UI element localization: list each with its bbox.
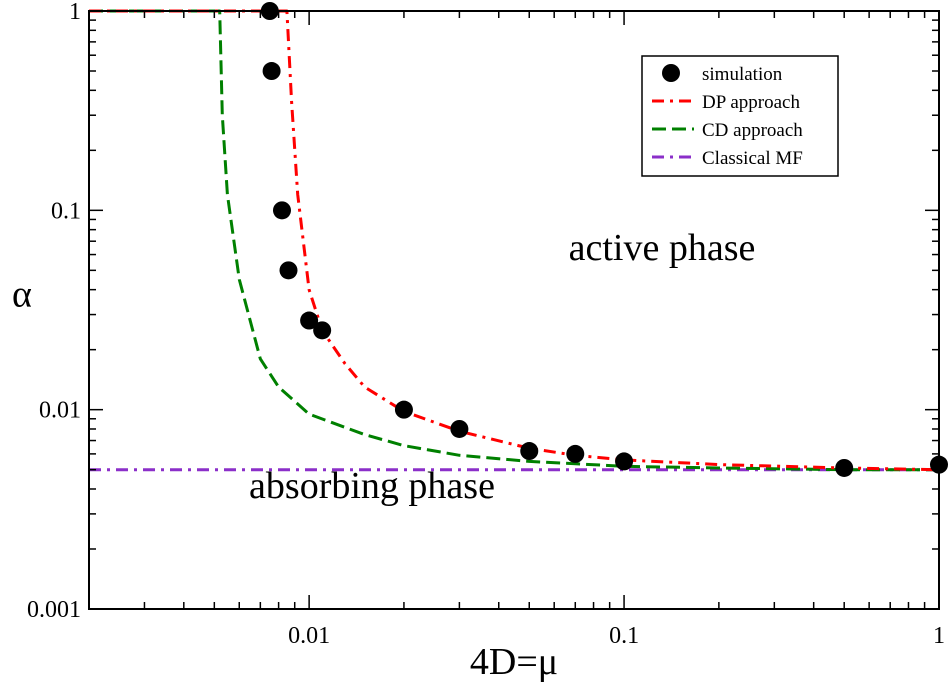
legend-dp-label: DP approach xyxy=(702,92,800,113)
simulation-point xyxy=(279,261,298,280)
legend: simulation DP approach CD approach Class… xyxy=(641,55,839,177)
plot-frame xyxy=(88,10,940,610)
x-tick-label: 1 xyxy=(933,623,945,649)
simulation-point xyxy=(313,321,332,340)
simulation-point xyxy=(615,452,634,471)
x-tick-label: 0.1 xyxy=(609,623,639,649)
x-axis-label: 4D=μ xyxy=(470,641,558,683)
labels-layer: 0.01 0.1 1 0.001 0.01 0.1 1 xyxy=(27,0,945,649)
simulation-point xyxy=(300,311,319,330)
legend-simulation-label: simulation xyxy=(702,64,783,85)
dp-approach-line xyxy=(89,9,940,472)
legend-simulation-marker xyxy=(662,64,680,82)
y-tick-label: 0.001 xyxy=(27,597,81,623)
absorbing-phase-label: absorbing phase xyxy=(249,465,495,507)
legend-mf-label: Classical MF xyxy=(702,148,803,169)
simulation-point xyxy=(566,444,585,463)
y-axis-label: α xyxy=(12,274,32,316)
y-tick-label: 1 xyxy=(69,0,81,25)
legend-cd-label: CD approach xyxy=(702,120,803,141)
simulation-point xyxy=(394,400,413,419)
simulation-point xyxy=(520,442,539,461)
cd-approach-line xyxy=(89,9,939,472)
ticks-layer xyxy=(88,11,939,610)
y-tick-label: 0.01 xyxy=(39,398,81,424)
active-phase-label: active phase xyxy=(569,227,756,269)
y-tick-label: 0.1 xyxy=(51,198,81,224)
simulation-point xyxy=(450,419,469,438)
simulation-point xyxy=(272,201,291,220)
simulation-point xyxy=(262,62,281,81)
simulation-point xyxy=(835,458,854,477)
x-tick-label: 0.01 xyxy=(288,623,330,649)
